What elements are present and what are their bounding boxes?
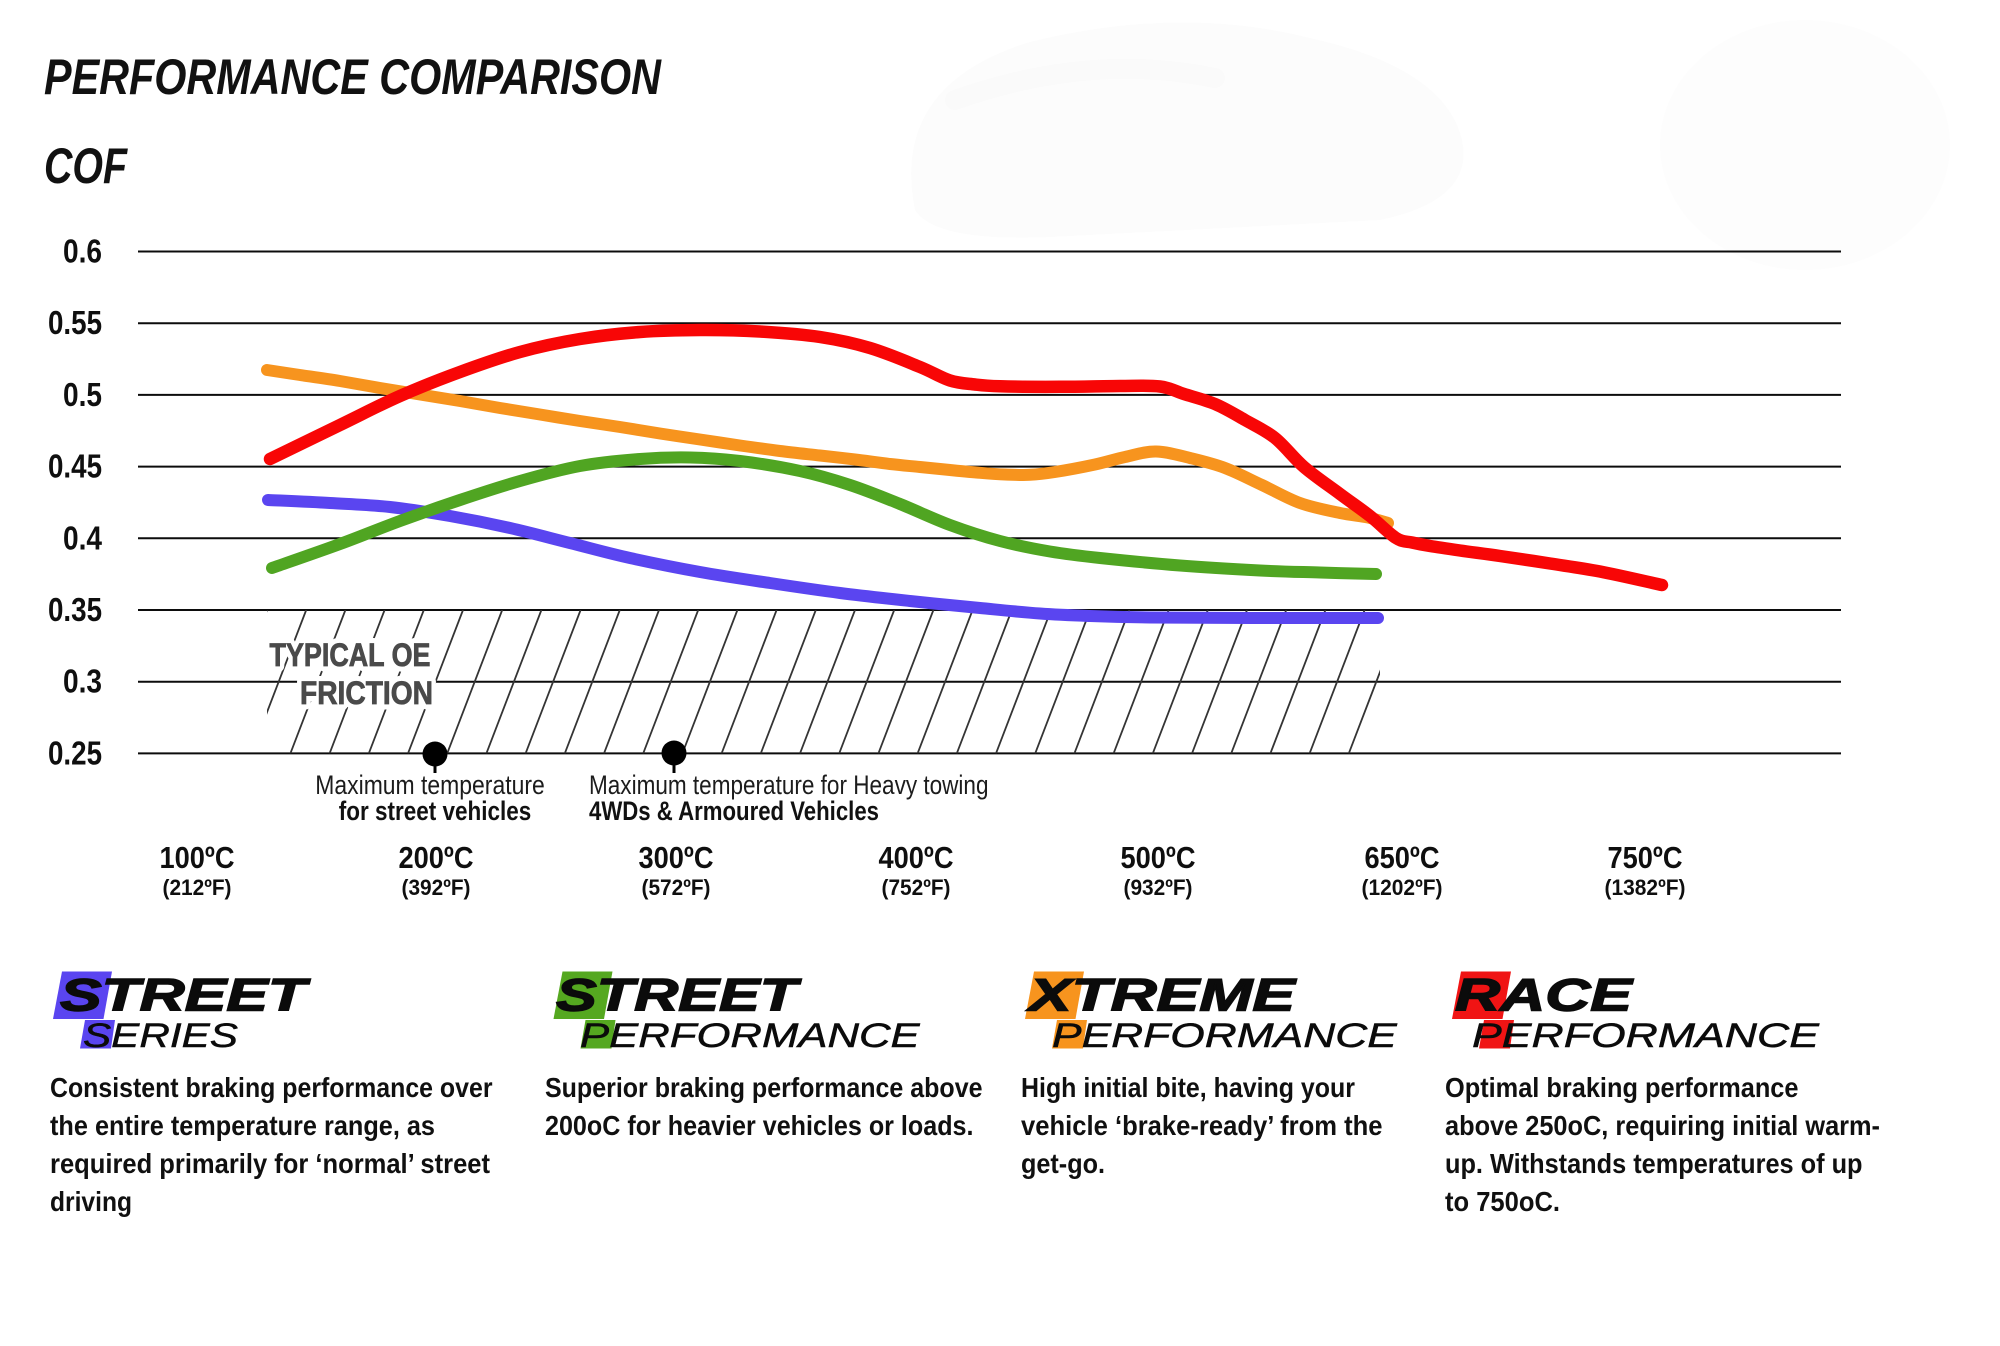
svg-text:PERFORMANCE: PERFORMANCE (1472, 1017, 1820, 1055)
svg-text:200oC for heavier vehicles or: 200oC for heavier vehicles or loads. (545, 1110, 974, 1141)
svg-text:(392ºF): (392ºF) (402, 875, 471, 900)
svg-text:vehicle ‘brake-ready’ from the: vehicle ‘brake-ready’ from the (1021, 1110, 1383, 1141)
svg-text:XTREME: XTREME (1026, 970, 1298, 1021)
svg-text:200ºC: 200ºC (399, 840, 474, 875)
svg-text:the entire temperature range,: the entire temperature range, as (50, 1110, 435, 1141)
svg-text:650ºC: 650ºC (1365, 840, 1440, 875)
svg-text:TYPICAL OE: TYPICAL OE (270, 637, 431, 673)
svg-text:PERFORMANCE COMPARISON: PERFORMANCE COMPARISON (44, 49, 662, 105)
svg-text:required primarily for ‘normal: required primarily for ‘normal’ street (50, 1148, 490, 1179)
svg-text:500ºC: 500ºC (1121, 840, 1196, 875)
svg-text:100ºC: 100ºC (160, 840, 235, 875)
svg-text:0.45: 0.45 (48, 448, 102, 485)
svg-text:4WDs & Armoured Vehicles: 4WDs & Armoured Vehicles (589, 796, 879, 826)
svg-text:400ºC: 400ºC (879, 840, 954, 875)
svg-text:FRICTION: FRICTION (300, 675, 433, 711)
svg-text:0.55: 0.55 (48, 304, 102, 341)
svg-text:(752ºF): (752ºF) (882, 875, 951, 900)
svg-text:PERFORMANCE: PERFORMANCE (580, 1017, 921, 1054)
svg-text:Consistent braking performance: Consistent braking performance over (50, 1072, 493, 1103)
svg-text:0.25: 0.25 (48, 734, 102, 771)
svg-text:up. Withstands temperatures of: up. Withstands temperatures of up (1445, 1148, 1863, 1179)
svg-text:get-go.: get-go. (1021, 1148, 1105, 1179)
svg-text:RACE: RACE (1455, 970, 1634, 1020)
svg-text:above 250oC, requiring initial: above 250oC, requiring initial warm- (1445, 1110, 1880, 1141)
svg-text:300ºC: 300ºC (639, 840, 714, 875)
svg-text:High initial bite, having your: High initial bite, having your (1021, 1072, 1355, 1103)
svg-text:driving: driving (50, 1186, 132, 1217)
svg-text:COF: COF (44, 138, 128, 194)
svg-text:0.3: 0.3 (63, 663, 102, 700)
svg-text:for street vehicles: for street vehicles (339, 796, 532, 826)
svg-text:(1382ºF): (1382ºF) (1605, 875, 1686, 900)
svg-text:Superior braking performance a: Superior braking performance above (545, 1072, 983, 1103)
svg-text:Maximum temperature for Heavy: Maximum temperature for Heavy towing (589, 770, 989, 800)
svg-text:(932ºF): (932ºF) (1124, 875, 1193, 900)
svg-text:0.35: 0.35 (48, 591, 102, 628)
svg-text:(212ºF): (212ºF) (163, 875, 232, 900)
svg-text:SERIES: SERIES (83, 1017, 238, 1055)
svg-text:STREET: STREET (60, 970, 311, 1020)
svg-text:0.4: 0.4 (63, 519, 103, 556)
svg-text:STREET: STREET (556, 970, 802, 1020)
svg-text:Maximum temperature: Maximum temperature (315, 770, 545, 800)
svg-text:TYPICAL OE: TYPICAL OE (270, 637, 431, 673)
svg-text:(572ºF): (572ºF) (642, 875, 711, 900)
svg-text:(1202ºF): (1202ºF) (1362, 875, 1443, 900)
svg-text:Optimal braking performance: Optimal braking performance (1445, 1072, 1799, 1103)
svg-text:to 750oC.: to 750oC. (1445, 1186, 1560, 1217)
svg-text:FRICTION: FRICTION (300, 675, 433, 711)
svg-text:750ºC: 750ºC (1608, 840, 1683, 875)
svg-text:PERFORMANCE: PERFORMANCE (1052, 1017, 1398, 1055)
svg-text:0.5: 0.5 (63, 376, 102, 413)
svg-text:0.6: 0.6 (63, 233, 102, 270)
